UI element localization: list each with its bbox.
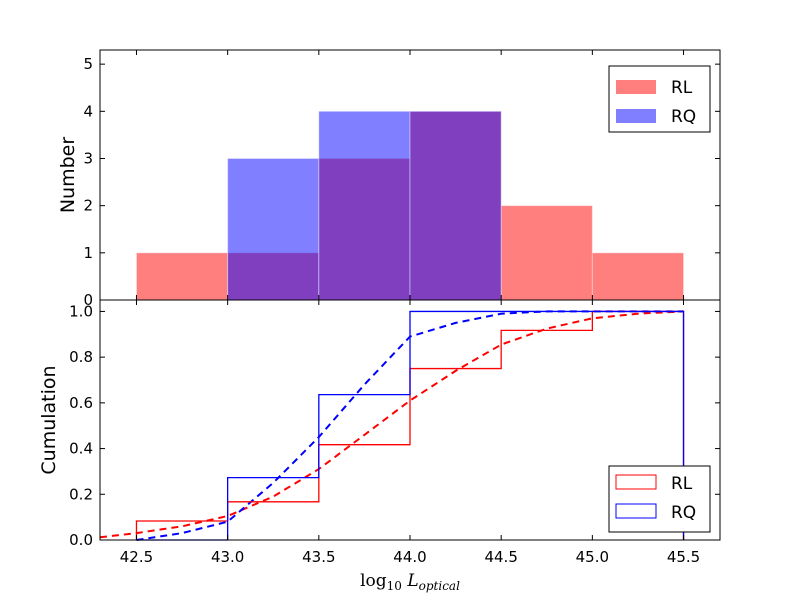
cumulative-ticks: 0.0 0.2 0.4 0.6 0.8 1.0 42.5 43.0 43.5 44.0 44.5 45…: [69, 300, 720, 566]
cumulative-lines: [99, 310, 685, 541]
legend-swatch-rq-step: [615, 503, 657, 519]
histogram-y-tick-label: 4: [83, 102, 93, 120]
histogram-y-tick-label: 5: [83, 55, 93, 73]
bar-rq-2: [318, 110, 411, 301]
legend-label-rq: RQ: [671, 107, 696, 127]
x-tick-label: 43.5: [302, 548, 335, 566]
cumulative-y-tick-label: 0.4: [69, 440, 93, 458]
step-line-rq: [136, 310, 685, 541]
x-axis-label: log10 Loptical: [360, 571, 460, 593]
histogram-y-label: Number: [57, 137, 79, 214]
histogram-y-tick-label: 1: [83, 244, 93, 262]
bar-rl-4: [500, 205, 593, 301]
histogram-y-tick-label: 0: [83, 291, 93, 309]
cumulative-y-tick-label: 0.0: [69, 531, 93, 549]
x-tick-label: 42.5: [120, 548, 153, 566]
bar-rq-3: [409, 110, 502, 301]
cumulative-y-tick-label: 0.6: [69, 394, 93, 412]
cumulative-legend-box: [608, 465, 711, 533]
x-tick-label: 45.5: [667, 548, 700, 566]
histogram-panel: 0 1 2 3 4 5 Number RL RQ: [57, 49, 721, 309]
x-tick-label: 45.0: [576, 548, 609, 566]
legend-swatch-rq: [616, 109, 656, 123]
cumulative-y-label: Cumulation: [38, 365, 60, 474]
histogram-y-tick-label: 2: [83, 197, 93, 215]
fit-line-rl: [99, 310, 684, 539]
x-tick-label: 44.0: [393, 548, 426, 566]
x-tick-label: 44.5: [484, 548, 517, 566]
cumulative-y-tick-label: 0.8: [69, 348, 93, 366]
bar-rl-0: [135, 252, 229, 301]
cumulative-legend: RL RQ: [608, 465, 711, 533]
legend-swatch-rl-step: [615, 474, 657, 490]
bar-rl-5: [591, 252, 685, 301]
legend-label-rl-step: RL: [671, 474, 693, 494]
histogram-y-tick-label: 3: [83, 149, 93, 167]
histogram-y-ticks: 0 1 2 3 4 5: [83, 50, 720, 309]
cumulative-axes-frame: [99, 299, 721, 541]
bar-rq-1: [227, 157, 320, 301]
legend-label-rl: RL: [671, 78, 693, 98]
legend-swatch-rl: [616, 80, 656, 94]
cumulative-panel: 0.0 0.2 0.4 0.6 0.8 1.0 42.5 43.0 43.5 44.0 44.5 45…: [38, 299, 721, 593]
cumulative-y-tick-label: 1.0: [69, 302, 93, 320]
cumulative-y-tick-label: 0.2: [69, 485, 93, 503]
legend-label-rq-step: RQ: [671, 503, 696, 523]
histogram-legend: RL RQ: [608, 65, 711, 133]
x-tick-label: 43.0: [211, 548, 244, 566]
histogram-bars: [135, 110, 685, 301]
